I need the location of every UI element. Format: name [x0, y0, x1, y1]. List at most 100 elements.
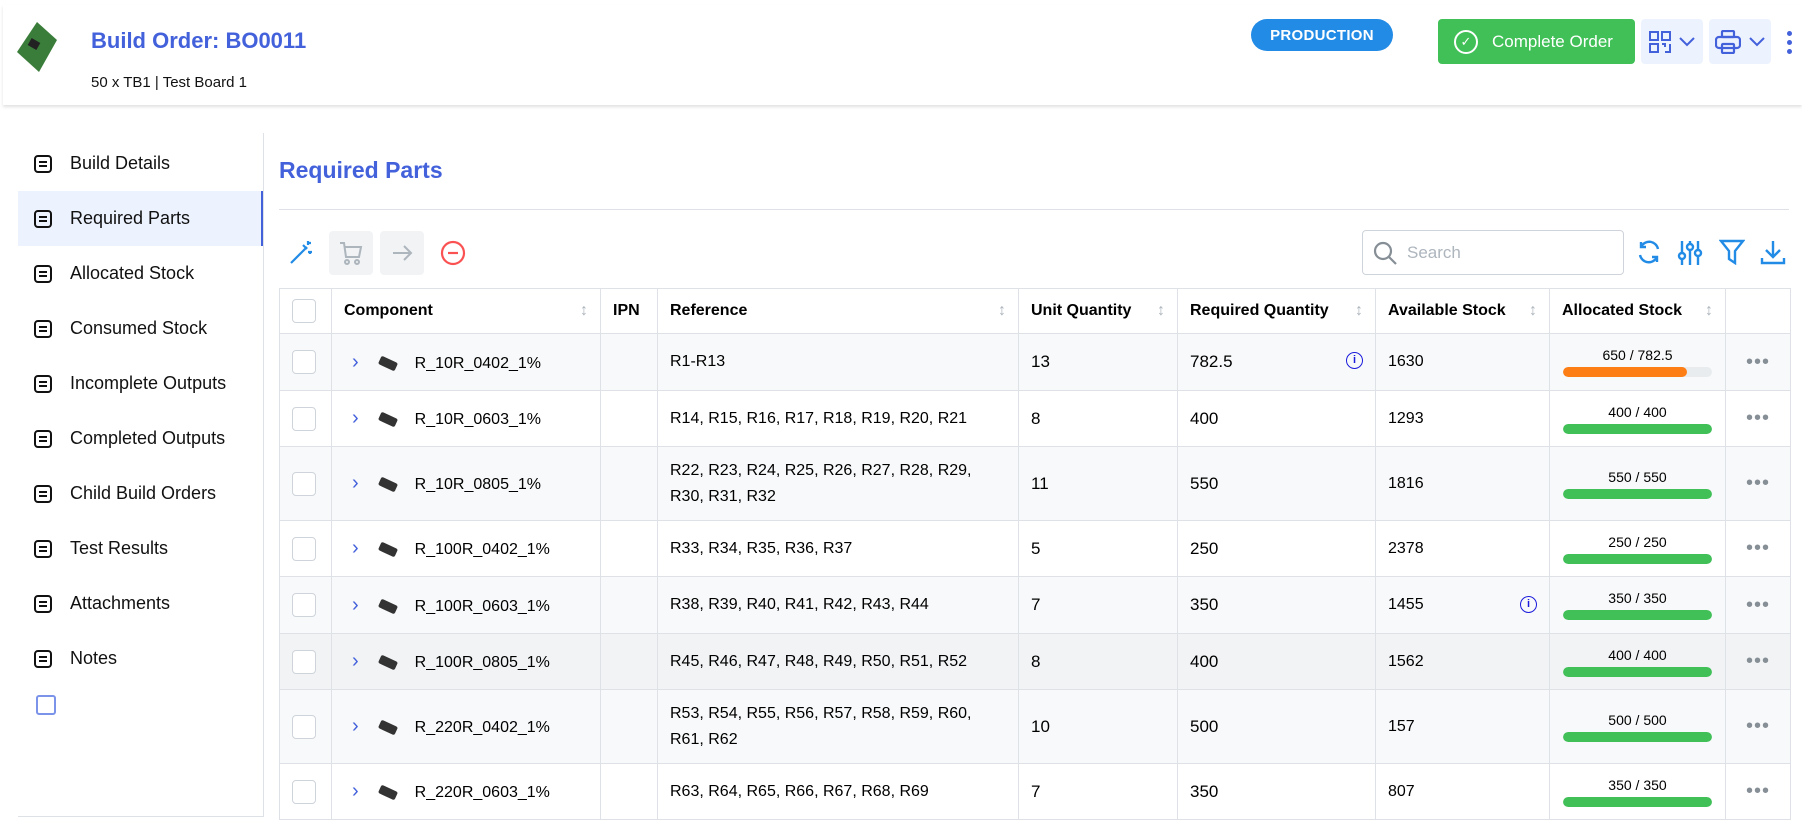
- sort-icon[interactable]: ↕: [1157, 302, 1165, 319]
- sidebar-item-child-build-orders[interactable]: Child Build Orders: [18, 466, 263, 521]
- sort-icon[interactable]: ↕: [580, 302, 588, 319]
- sidebar-item-test-results[interactable]: Test Results: [18, 521, 263, 576]
- component-name[interactable]: R_100R_0603_1%: [414, 597, 550, 615]
- component-name[interactable]: R_100R_0805_1%: [414, 654, 550, 671]
- component-cell: › R_10R_0603_1%: [331, 390, 601, 447]
- row-actions-icon[interactable]: •••: [1725, 520, 1791, 577]
- sort-icon[interactable]: ↕: [998, 302, 1006, 319]
- download-button[interactable]: [1758, 237, 1788, 267]
- component-cell: › R_10R_0805_1%: [331, 446, 601, 521]
- unit-quantity-cell: 8: [1018, 633, 1178, 690]
- sidebar-item-consumed-stock[interactable]: Consumed Stock: [18, 301, 263, 356]
- chevron-right-icon[interactable]: ›: [352, 472, 359, 494]
- component-name[interactable]: R_10R_0402_1%: [414, 354, 541, 372]
- row-actions-icon[interactable]: •••: [1725, 576, 1791, 634]
- chevron-right-icon[interactable]: ›: [352, 650, 359, 672]
- more-actions-icon[interactable]: [1787, 31, 1793, 54]
- info-icon[interactable]: i: [1346, 352, 1363, 369]
- table-row[interactable]: › R_100R_0603_1% R38, R39, R40, R41, R42,…: [279, 576, 1791, 634]
- row-checkbox[interactable]: [292, 714, 316, 739]
- sidebar-item-required-parts[interactable]: Required Parts: [18, 191, 263, 246]
- chevron-down-icon: [1749, 36, 1765, 46]
- row-actions-icon[interactable]: •••: [1725, 333, 1791, 391]
- column-header-allocated-stock[interactable]: Allocated Stock ↕: [1549, 288, 1726, 334]
- sort-icon[interactable]: ↕: [1529, 302, 1537, 319]
- chevron-right-icon[interactable]: ›: [352, 407, 359, 429]
- divider: [279, 209, 1789, 210]
- component-name[interactable]: R_220R_0402_1%: [414, 719, 550, 736]
- table-row[interactable]: › R_100R_0402_1% R33, R34, R35, R36, R37 …: [279, 520, 1791, 577]
- allocated-stock-cell: 250 / 250: [1549, 520, 1726, 577]
- allocated-progress-label: 400 / 400: [1608, 646, 1667, 663]
- row-checkbox[interactable]: [292, 536, 316, 561]
- table-row[interactable]: › R_220R_0603_1% R63, R64, R65, R66, R67,…: [279, 763, 1791, 820]
- column-header-required-quantity[interactable]: Required Quantity ↕: [1177, 288, 1376, 334]
- sidebar-item-build-details[interactable]: Build Details: [18, 136, 263, 191]
- wand-icon: [290, 241, 312, 264]
- component-name[interactable]: R_100R_0402_1%: [414, 541, 550, 558]
- printer-icon: [1715, 29, 1741, 54]
- select-all-checkbox[interactable]: [292, 299, 316, 323]
- column-label: Component: [344, 302, 433, 319]
- column-header-component[interactable]: Component ↕: [331, 288, 601, 334]
- search-input[interactable]: [1407, 242, 1607, 263]
- table-row[interactable]: › R_10R_0805_1% R22, R23, R24, R25, R26, …: [279, 446, 1791, 521]
- chevron-right-icon[interactable]: ›: [352, 715, 359, 737]
- row-checkbox[interactable]: [292, 649, 316, 674]
- chevron-right-icon[interactable]: ›: [352, 350, 359, 373]
- collapse-sidebar-icon[interactable]: [36, 695, 56, 715]
- row-checkbox[interactable]: [292, 593, 316, 617]
- row-actions-icon[interactable]: •••: [1725, 689, 1791, 764]
- arrow-right-icon: [393, 245, 413, 261]
- sidebar-item-completed-outputs[interactable]: Completed Outputs: [18, 411, 263, 466]
- search-box[interactable]: [1362, 230, 1624, 275]
- row-checkbox[interactable]: [292, 406, 316, 431]
- row-actions-icon[interactable]: •••: [1725, 633, 1791, 690]
- row-actions-icon[interactable]: •••: [1725, 390, 1791, 447]
- column-header-available-stock[interactable]: Available Stock ↕: [1375, 288, 1550, 334]
- auto-allocate-button[interactable]: [279, 231, 323, 275]
- sidebar: Build Details Required Parts Allocated Sto…: [0, 133, 264, 817]
- required-quantity-cell: 782.5 i: [1177, 333, 1376, 391]
- columns-button[interactable]: [1675, 237, 1705, 267]
- sort-icon[interactable]: ↕: [1705, 302, 1713, 319]
- sort-icon[interactable]: ↕: [1355, 302, 1363, 319]
- row-actions-icon[interactable]: •••: [1725, 763, 1791, 820]
- complete-order-button[interactable]: ✓ Complete Order: [1438, 19, 1635, 64]
- table-row[interactable]: › R_10R_0603_1% R14, R15, R16, R17, R18, …: [279, 390, 1791, 447]
- chevron-right-icon[interactable]: ›: [352, 593, 359, 616]
- row-checkbox[interactable]: [292, 779, 316, 804]
- table-row[interactable]: › R_100R_0805_1% R45, R46, R47, R48, R49,…: [279, 633, 1791, 690]
- chevron-right-icon[interactable]: ›: [352, 537, 359, 559]
- required-quantity: 550: [1190, 473, 1219, 493]
- component-name[interactable]: R_220R_0603_1%: [414, 784, 550, 801]
- row-checkbox[interactable]: [292, 350, 316, 374]
- component-name[interactable]: R_10R_0805_1%: [414, 476, 541, 493]
- table-row[interactable]: › R_220R_0402_1% R53, R54, R55, R56, R57,…: [279, 689, 1791, 764]
- sidebar-item-incomplete-outputs[interactable]: Incomplete Outputs: [18, 356, 263, 411]
- consume-stock-button[interactable]: [380, 231, 424, 275]
- table-row[interactable]: › R_10R_0402_1% R1-R13 13 782.5 i 1630 650…: [279, 333, 1791, 391]
- refresh-button[interactable]: [1634, 237, 1664, 267]
- select-all-header[interactable]: [279, 288, 332, 334]
- row-checkbox[interactable]: [292, 471, 316, 496]
- column-header-unit-quantity[interactable]: Unit Quantity ↕: [1018, 288, 1178, 334]
- page-header: Build Order: BO0011 50 x TB1 | Test Boar…: [3, 5, 1802, 105]
- info-icon[interactable]: i: [1520, 596, 1537, 613]
- column-header-ipn[interactable]: IPN: [600, 288, 658, 334]
- sidebar-item-allocated-stock[interactable]: Allocated Stock: [18, 246, 263, 301]
- filter-button[interactable]: [1717, 237, 1747, 267]
- deallocate-button[interactable]: [431, 231, 475, 275]
- component-name[interactable]: R_10R_0603_1%: [414, 411, 541, 428]
- row-actions-icon[interactable]: •••: [1725, 446, 1791, 521]
- required-quantity: 400: [1190, 651, 1219, 671]
- column-label: Allocated Stock: [1562, 302, 1683, 319]
- chevron-right-icon[interactable]: ›: [352, 780, 359, 802]
- progress-fill: [1563, 610, 1712, 620]
- sidebar-item-notes[interactable]: Notes: [18, 631, 263, 686]
- sidebar-item-attachments[interactable]: Attachments: [18, 576, 263, 631]
- barcode-actions-button[interactable]: [1641, 19, 1703, 64]
- column-header-reference[interactable]: Reference ↕: [657, 288, 1019, 334]
- order-parts-button[interactable]: [329, 231, 373, 275]
- print-actions-button[interactable]: [1709, 19, 1771, 64]
